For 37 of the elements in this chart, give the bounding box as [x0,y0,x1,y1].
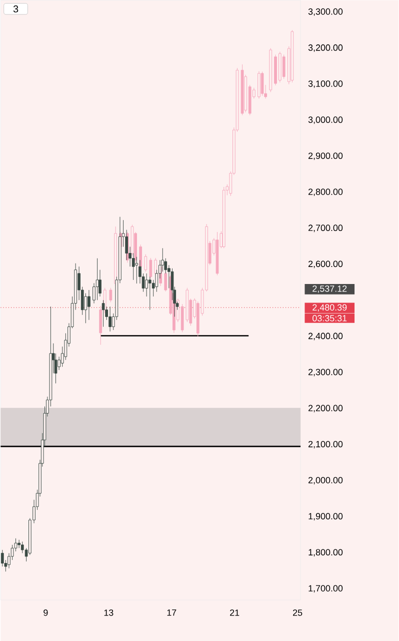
text: 2,537.12 [312,285,347,293]
y-tick-label: 1,700.00 [308,585,343,593]
candlestick [102,300,105,328]
annotation: 3 [14,5,18,12]
candlestick [108,306,112,332]
candlestick [84,293,88,324]
y-tick-label: 2,700.00 [308,224,343,232]
y-tick-label: 2,600.00 [308,260,343,268]
candlestick [109,288,112,303]
candlestick [261,71,264,96]
ref-line-label: 2,480.39 [312,304,347,312]
x-tick-label: 21 [230,609,240,616]
y-tick-label: 2,000.00 [308,476,343,484]
y-tick-label: 3,100.00 [308,80,343,88]
y-tick-label: 3,200.00 [308,44,343,52]
y-tick-label: 3,000.00 [308,116,343,124]
y-tick-label: 1,800.00 [308,549,343,556]
candlestick [99,306,102,346]
x-tick-label: 25 [293,609,302,616]
y-tick-label: 3,300.00 [308,8,343,16]
candlestick [282,54,286,80]
candlestick [21,541,24,554]
y-tick-label: 2,800.00 [308,188,343,196]
x-tick-label: 13 [104,609,114,616]
y-tick-label: 1,900.00 [308,513,343,520]
candlestick [258,70,261,99]
y-tick-label: 2,300.00 [308,368,343,376]
y-tick-label: 2,200.00 [308,404,343,412]
candlestick [144,254,148,272]
text: 03:35:31 [312,315,347,322]
candlestick [88,290,91,320]
x-tick-label: 9 [44,609,48,616]
y-tick-label: 2,900.00 [308,152,343,160]
y-tick-label: 2,100.00 [308,440,343,448]
candlestick [96,258,99,300]
x-tick-label: 17 [168,609,176,616]
y-tick-label: 2,400.00 [308,332,343,340]
